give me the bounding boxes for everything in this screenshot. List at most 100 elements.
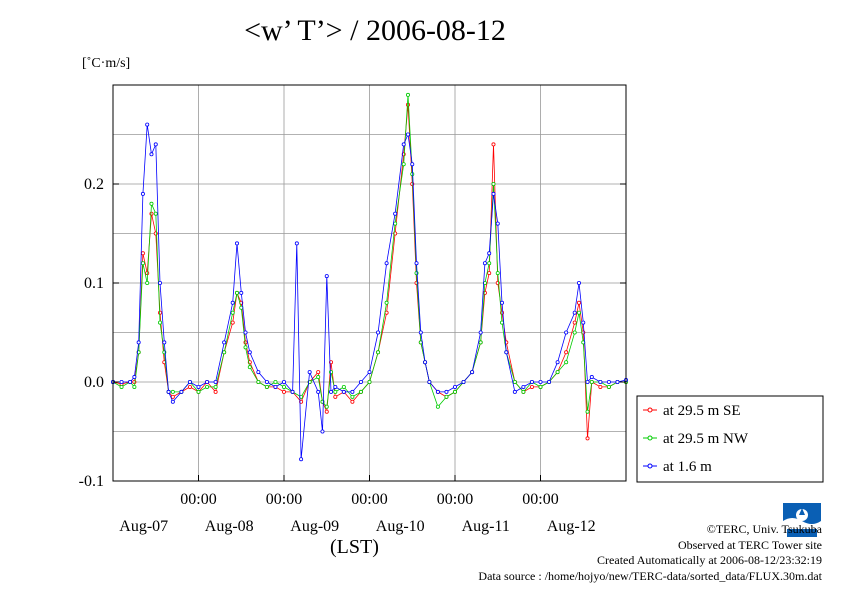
x-tick-label-time: 00:00 xyxy=(266,491,302,508)
data-point-3 xyxy=(555,360,560,365)
data-point-2 xyxy=(358,389,363,394)
data-point-3 xyxy=(273,384,278,389)
data-point-2 xyxy=(606,384,611,389)
data-point-2 xyxy=(367,379,372,384)
data-point-1 xyxy=(230,320,235,325)
data-point-3 xyxy=(405,132,410,137)
data-point-3 xyxy=(153,142,158,147)
data-point-3 xyxy=(495,221,500,226)
data-point-3 xyxy=(427,379,432,384)
footer-info: ©TERC, Univ. Tsukuba Observed at TERC To… xyxy=(478,522,822,584)
data-point-3 xyxy=(324,274,329,279)
data-point-2 xyxy=(158,320,163,325)
data-point-2 xyxy=(401,162,406,167)
data-point-2 xyxy=(153,211,158,216)
x-tick-label-day: Aug-11 xyxy=(462,518,510,535)
data-point-3 xyxy=(307,370,312,375)
data-point-3 xyxy=(294,241,299,246)
created-text: Created Automatically at 2006-08-12/23:3… xyxy=(597,553,822,567)
data-point-2 xyxy=(196,389,201,394)
data-point-3 xyxy=(589,375,594,380)
data-point-1 xyxy=(243,340,248,345)
x-tick-label-time: 00:00 xyxy=(437,491,473,508)
data-point-3 xyxy=(576,280,581,285)
data-point-3 xyxy=(581,320,586,325)
y-axis-unit-label: [˚C·m/s] xyxy=(82,56,131,71)
x-tick-label-day: Aug-10 xyxy=(376,518,425,535)
grid xyxy=(113,84,626,482)
data-point-2 xyxy=(393,221,398,226)
data-point-2 xyxy=(538,384,543,389)
data-point-2 xyxy=(140,261,145,266)
data-point-3 xyxy=(140,191,145,196)
y-tick-label: 0.2 xyxy=(84,176,104,193)
data-point-3 xyxy=(452,384,457,389)
data-point-1 xyxy=(149,211,154,216)
data-point-3 xyxy=(316,389,321,394)
data-point-2 xyxy=(256,379,261,384)
data-point-3 xyxy=(320,429,325,434)
data-point-3 xyxy=(444,389,449,394)
data-point-3 xyxy=(598,379,603,384)
data-point-3 xyxy=(482,261,487,266)
data-point-2 xyxy=(350,394,355,399)
x-axis-title: (LST) xyxy=(330,536,379,558)
data-point-2 xyxy=(512,379,517,384)
data-point-3 xyxy=(410,162,415,167)
data-point-2 xyxy=(281,384,286,389)
data-point-1 xyxy=(316,370,321,375)
data-point-3 xyxy=(136,340,141,345)
chart-title: <w’ T’> / 2006-08-12 xyxy=(244,14,506,47)
data-point-3 xyxy=(341,389,346,394)
data-point-3 xyxy=(170,399,175,404)
data-point-3 xyxy=(205,379,210,384)
data-point-2 xyxy=(555,370,560,375)
data-point-3 xyxy=(230,300,235,305)
x-tick-label-day: Aug-07 xyxy=(119,518,168,535)
data-point-2 xyxy=(435,404,440,409)
data-point-3 xyxy=(367,370,372,375)
data-point-1 xyxy=(598,384,603,389)
data-point-3 xyxy=(512,389,517,394)
data-point-3 xyxy=(487,251,492,256)
data-point-3 xyxy=(281,379,286,384)
data-point-2 xyxy=(324,404,329,409)
data-point-2 xyxy=(170,389,175,394)
data-point-2 xyxy=(585,409,590,414)
data-point-3 xyxy=(478,330,483,335)
data-point-2 xyxy=(414,271,419,276)
legend-label: at 29.5 m NW xyxy=(663,431,749,447)
legend-swatch-marker xyxy=(647,435,653,441)
data-point-3 xyxy=(418,330,423,335)
data-point-3 xyxy=(585,379,590,384)
data-point-2 xyxy=(384,300,389,305)
legend-swatch-marker xyxy=(647,407,653,413)
data-point-3 xyxy=(529,379,534,384)
data-point-1 xyxy=(213,389,218,394)
data-point-2 xyxy=(410,172,415,177)
data-point-3 xyxy=(162,340,167,345)
data-point-2 xyxy=(273,379,278,384)
data-point-2 xyxy=(521,389,526,394)
data-point-2 xyxy=(589,379,594,384)
data-point-1 xyxy=(145,271,150,276)
data-point-2 xyxy=(316,375,321,380)
data-point-1 xyxy=(281,389,286,394)
data-point-3 xyxy=(222,340,227,345)
data-point-1 xyxy=(333,394,338,399)
data-point-3 xyxy=(461,379,466,384)
data-point-3 xyxy=(376,330,381,335)
data-point-2 xyxy=(205,384,210,389)
data-point-3 xyxy=(256,370,261,375)
data-point-3 xyxy=(547,379,552,384)
y-tick-label: 0.0 xyxy=(84,374,104,391)
data-point-1 xyxy=(324,409,329,414)
data-point-1 xyxy=(564,350,569,355)
data-point-3 xyxy=(158,280,163,285)
data-point-1 xyxy=(405,102,410,107)
data-point-1 xyxy=(529,384,534,389)
data-point-2 xyxy=(230,310,235,315)
data-point-3 xyxy=(470,370,475,375)
data-point-3 xyxy=(145,122,150,127)
data-point-2 xyxy=(234,290,239,295)
